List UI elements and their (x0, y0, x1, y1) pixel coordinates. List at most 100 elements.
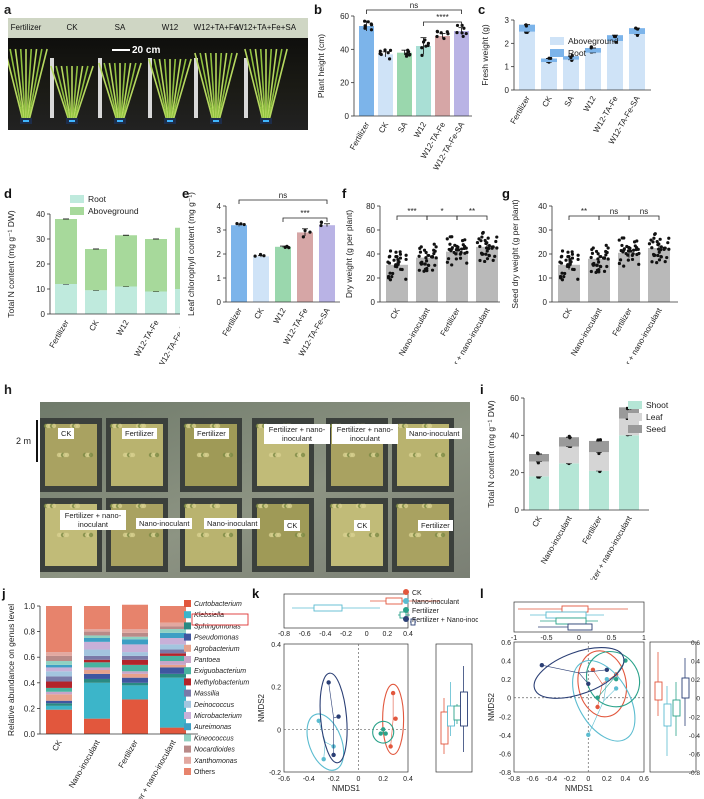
data-point (454, 257, 458, 261)
stack-segment (519, 31, 535, 91)
y-tick-label: 30 (36, 235, 45, 244)
data-point (423, 38, 427, 42)
confidence-ellipse (577, 650, 628, 718)
data-point (418, 246, 422, 250)
y-tick-label: 0 (515, 506, 520, 515)
stack-segment (84, 667, 110, 670)
data-point (319, 220, 323, 224)
scale-bar-h (36, 420, 38, 462)
x-tick-label: Nano-inoculant (397, 306, 432, 358)
data-point (604, 676, 610, 682)
canopy-texture (117, 503, 123, 509)
data-point (617, 238, 621, 242)
rice-leaf (171, 58, 187, 122)
y-tick-label: 4 (217, 202, 222, 211)
bar (297, 232, 313, 302)
data-point (381, 727, 386, 732)
sig-bracket (568, 215, 600, 220)
canopy-texture (191, 423, 197, 429)
y-tick-label: 3 (217, 226, 222, 235)
legend-label: Fertilizer + Nano-inoculant (412, 617, 478, 624)
stack-segment (160, 629, 186, 633)
data-point (442, 36, 446, 41)
stack-segment (589, 470, 609, 510)
rice-leaf (50, 65, 70, 122)
data-point (635, 252, 639, 257)
x-tick-label: -0.2 (564, 776, 576, 783)
stack-segment (160, 626, 186, 630)
top-box-tick: -0.5 (540, 635, 552, 642)
legend-swatch (184, 600, 191, 607)
data-point (393, 716, 398, 721)
data-point (486, 236, 490, 240)
data-point (536, 461, 540, 465)
rice-leaf (8, 58, 24, 122)
y-tick-label: 2 (217, 250, 222, 259)
canopy-texture (130, 532, 136, 538)
stack-segment (585, 52, 601, 90)
canopy-texture (64, 532, 70, 538)
stack-segment (84, 629, 110, 632)
data-point (655, 240, 659, 244)
legend-swatch (628, 413, 642, 421)
legend-swatch (184, 756, 191, 764)
stack-segment (160, 638, 186, 645)
canopy-texture (130, 452, 136, 458)
data-point (433, 263, 437, 267)
canopy-texture (141, 503, 147, 509)
y-tick-label: 20 (366, 274, 375, 283)
data-point (560, 249, 565, 253)
data-point (404, 54, 409, 58)
top-box-tick: 0.4 (403, 631, 413, 638)
side-tick: 0.6 (691, 640, 700, 647)
legend-label: Aboveground (88, 206, 139, 216)
y-tick-label: 0.8 (24, 628, 36, 637)
legend-label: CK (412, 590, 422, 597)
data-point (458, 256, 463, 260)
rice-plants (8, 48, 288, 124)
box (545, 611, 587, 619)
data-point (613, 686, 619, 691)
rice-leaf (119, 62, 127, 122)
ruler-pole (50, 58, 54, 118)
stack-segment (160, 655, 186, 662)
box (654, 681, 663, 701)
y-tick-label: 30 (538, 226, 547, 235)
bar (231, 225, 247, 302)
data-point (336, 714, 341, 719)
rice-leaf (172, 58, 192, 122)
data-point (388, 744, 393, 749)
rice-leaf (163, 58, 171, 122)
x-tick-label: CK (87, 318, 101, 333)
rice-leaf (267, 48, 283, 122)
canopy-texture (51, 423, 57, 429)
data-point (586, 681, 591, 686)
y-axis-label: Total N content (mg g⁻¹ DW) (486, 400, 496, 508)
data-point (445, 237, 449, 241)
sig-label: *** (300, 209, 309, 218)
stack-segment (46, 661, 72, 665)
y-tick-label: 10 (538, 274, 547, 283)
x-tick-label: Nano-inoculant (539, 514, 574, 566)
rice-leaf (14, 48, 26, 122)
y-tick-label: 0.4 (271, 642, 281, 649)
x-tick-label: Fertilizer (117, 738, 140, 769)
rice-leaf (216, 52, 228, 122)
data-point (606, 257, 610, 261)
canopy-texture (154, 452, 160, 458)
top-box-tick: 0 (577, 635, 581, 642)
x-tick-label: CK (540, 94, 554, 109)
y-tick-label: 2 (505, 39, 510, 48)
y-tick-label: 10 (36, 285, 45, 294)
rice-leaf (158, 58, 170, 122)
legend-marker (403, 616, 409, 622)
data-point (667, 236, 671, 240)
data-point (427, 253, 431, 258)
data-point (570, 256, 575, 260)
data-point (594, 249, 599, 254)
data-point (604, 249, 608, 254)
data-point (303, 228, 307, 233)
top-box-tick: -0.8 (278, 631, 290, 638)
y-tick-label: 40 (36, 210, 45, 219)
rice-leaf (254, 48, 266, 122)
